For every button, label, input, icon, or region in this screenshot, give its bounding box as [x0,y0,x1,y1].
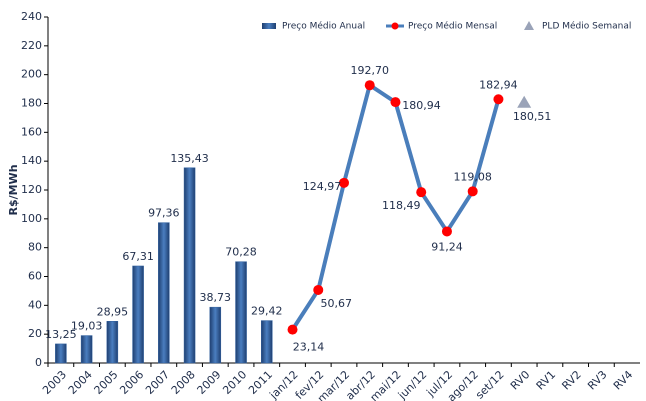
data-label: 23,14 [293,341,325,354]
data-label: 70,28 [225,246,257,259]
data-label: 13,25 [45,328,77,341]
legend-label: Preço Médio Mensal [408,21,497,32]
data-label: 38,73 [200,291,232,304]
triangle-marker [517,95,532,108]
bar [132,265,144,364]
data-label: 182,94 [479,78,518,91]
y-tick-label: 120 [21,183,42,196]
y-tick-label: 0 [35,356,42,369]
y-axis-label: R$/MWh [7,164,20,215]
marker [364,80,375,91]
x-tick-label: RV2 [559,368,583,392]
x-tick-label: 2004 [66,368,95,397]
data-label: 119,08 [453,170,492,183]
bar [158,222,170,364]
data-label: 180,51 [513,110,552,123]
legend-label: PLD Médio Semanal [542,21,631,32]
data-label: 28,95 [97,305,129,318]
x-tick-label: jun/12 [395,368,429,401]
x-tick-label: RV1 [534,368,558,392]
x-tick-label: 2005 [92,368,121,397]
data-label: 50,67 [321,297,353,310]
marker [390,97,401,108]
data-label: 91,24 [431,240,463,253]
legend-swatch [262,23,276,29]
y-tick-label: 200 [21,68,42,81]
y-tick-label: 140 [21,154,42,167]
x-tick-label: 2003 [40,368,69,397]
legend-label: Preço Médio Anual [282,21,365,32]
marker [467,186,478,197]
x-tick-label: 2006 [117,368,146,397]
bar [183,167,196,364]
x-tick-label: 2007 [143,368,172,397]
bar [209,306,222,364]
data-label: 135,43 [170,152,209,165]
legend-swatch [524,21,534,30]
x-tick-label: RV0 [508,368,532,392]
data-label: 67,31 [122,250,154,263]
marker [441,226,452,237]
bar [235,261,247,364]
x-tick-label: 2008 [169,368,198,397]
bar [55,343,67,364]
y-tick-label: 160 [21,125,42,138]
data-label: 97,36 [148,207,180,220]
y-tick-label: 240 [21,10,42,23]
x-tick-label: RV3 [585,368,609,392]
marker [416,187,427,198]
marker [339,177,349,188]
bar [106,321,119,364]
y-tick-label: 220 [21,39,42,52]
marker [287,324,298,335]
x-tick-label: RV4 [611,368,635,392]
bar [80,335,93,364]
bar [261,320,273,364]
data-label: 180,94 [402,99,441,112]
y-tick-label: 60 [28,270,42,283]
data-label: 29,42 [251,305,283,318]
y-tick-label: 100 [21,212,42,225]
data-label: 19,03 [71,320,103,333]
x-tick-label: set/12 [473,368,507,401]
data-label: 192,70 [350,64,389,77]
y-tick-label: 20 [28,327,42,340]
data-label: 118,49 [382,199,421,212]
x-tick-label: 2009 [195,368,224,397]
data-label: 124,97 [303,180,342,193]
marker [313,284,324,295]
marker [493,94,504,105]
legend-swatch [391,22,399,30]
y-tick-label: 40 [28,298,42,311]
y-tick-label: 80 [28,241,42,254]
y-tick-label: 180 [21,97,42,110]
x-tick-label: 2010 [220,368,249,397]
